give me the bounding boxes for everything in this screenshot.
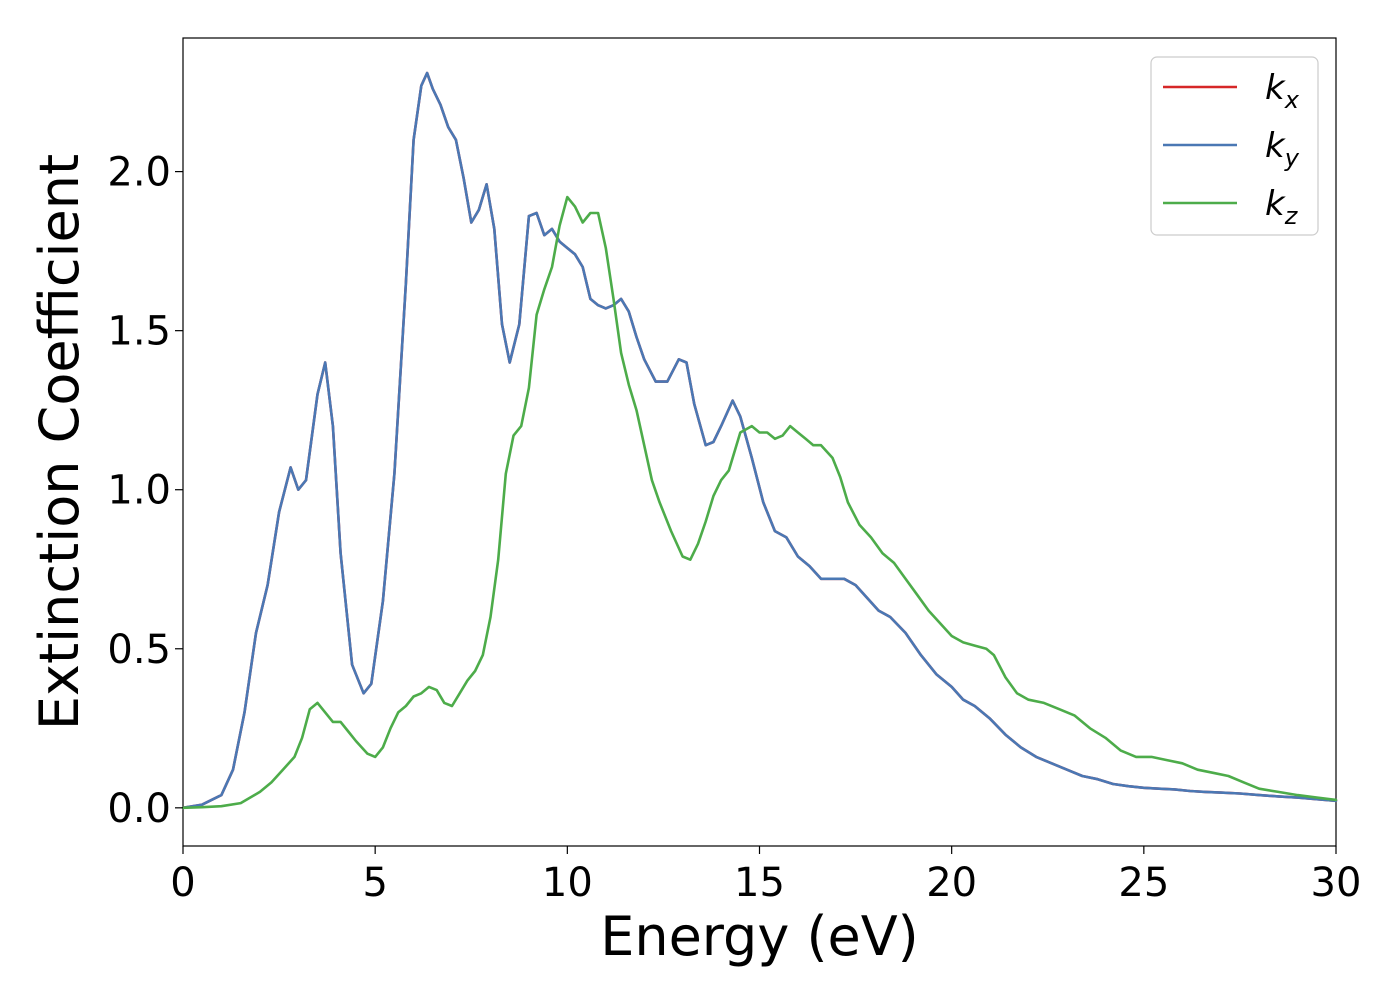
y-tick-label: 1.0 (107, 468, 171, 514)
x-tick-label: 15 (734, 860, 785, 906)
legend-label-ky: ky (1265, 126, 1300, 172)
x-axis: 0 5 10 15 20 25 30 (170, 846, 1361, 906)
x-tick-label: 25 (1118, 860, 1169, 906)
legend-label-kz: kz (1265, 184, 1299, 230)
x-axis-title: Energy (eV) (600, 905, 919, 968)
legend-entries: kx ky kz (1163, 68, 1300, 230)
series-layer (181, 71, 1338, 810)
y-axis-title: Extinction Coefficient (28, 154, 91, 730)
x-tick-label: 5 (362, 860, 387, 906)
y-tick-label: 2.0 (107, 150, 171, 196)
x-tick-label: 30 (1311, 860, 1362, 906)
y-axis: 0.0 0.5 1.0 1.5 2.0 (107, 150, 183, 832)
legend-label-kx: kx (1265, 68, 1300, 114)
plot-area (182, 37, 1337, 847)
legend: kx ky kz (1150, 56, 1319, 236)
x-tick-label: 20 (926, 860, 977, 906)
series-line-ky (181, 71, 1338, 810)
y-tick-label: 0.0 (107, 786, 171, 832)
y-tick-label: 0.5 (107, 627, 171, 673)
x-tick-label: 10 (542, 860, 593, 906)
series-line-kz (181, 195, 1338, 810)
x-tick-label: 0 (170, 860, 195, 906)
y-tick-label: 1.5 (107, 309, 171, 355)
